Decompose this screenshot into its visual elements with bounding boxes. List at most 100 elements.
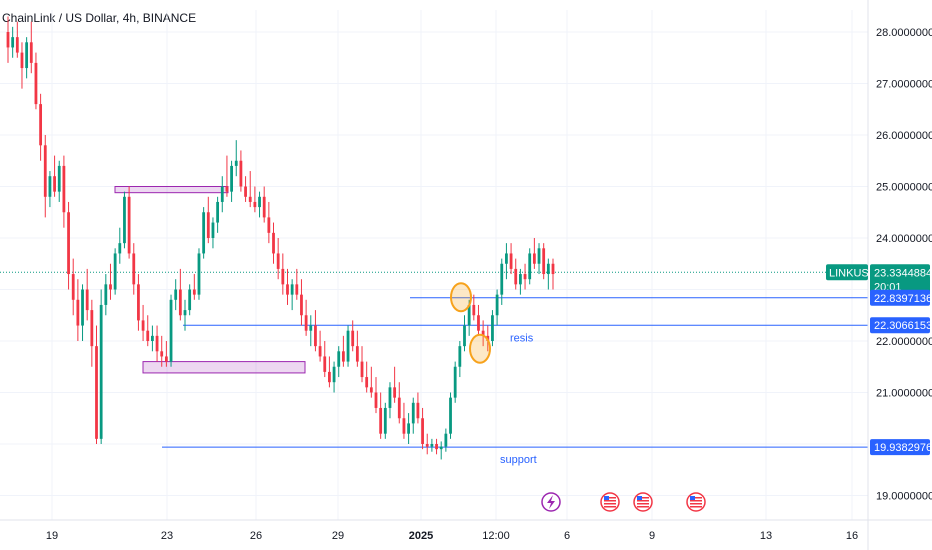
flag-stripe: [604, 506, 616, 508]
grid: [0, 10, 868, 520]
candle-body: [137, 284, 140, 321]
candle-body: [160, 351, 164, 357]
candle: [90, 299, 94, 367]
us-flag-icon: [600, 492, 620, 512]
candle: [34, 52, 38, 110]
candle-body: [463, 325, 466, 347]
candle: [365, 361, 369, 393]
annotation-resis: resis: [510, 333, 534, 345]
candle-body: [216, 201, 220, 223]
candle: [281, 253, 285, 295]
candle: [407, 413, 410, 444]
candle-body: [123, 196, 126, 244]
candle-body: [467, 304, 471, 326]
candle-body: [178, 289, 182, 316]
candle-body: [155, 335, 159, 352]
x-tick-label: 2025: [409, 530, 433, 542]
candle-body: [146, 330, 150, 341]
candle-body: [505, 253, 508, 264]
level-price-label: 22.3066153: [874, 320, 932, 332]
candle-body: [118, 243, 122, 254]
candle-body: [11, 37, 15, 48]
us-flag-icon: [633, 492, 653, 512]
candle: [151, 325, 154, 352]
candle-body: [206, 212, 210, 238]
candle: [453, 361, 457, 403]
candle: [202, 207, 206, 259]
candle: [402, 402, 406, 439]
candle-body: [29, 42, 33, 63]
candle-body: [444, 433, 448, 447]
candle: [258, 191, 261, 218]
x-tick-label: 29: [332, 530, 344, 542]
candle-body: [458, 346, 462, 367]
event-icons[interactable]: [541, 492, 706, 512]
candle: [505, 243, 508, 280]
candle: [290, 279, 294, 311]
candle: [57, 160, 61, 202]
candle-body: [477, 315, 480, 331]
candle-body: [430, 444, 434, 447]
candle: [155, 325, 159, 362]
x-axis[interactable]: 19 23 26 29 2025 12:00 6 9 13 16: [0, 519, 932, 542]
candle-body: [518, 274, 522, 285]
candle: [523, 263, 527, 290]
candle: [346, 325, 350, 367]
candle-body: [99, 304, 103, 439]
candle: [11, 26, 15, 58]
candle-body: [495, 294, 499, 316]
candle: [20, 42, 24, 89]
candle-body: [253, 201, 257, 208]
candle-body: [34, 62, 38, 105]
candle: [421, 407, 424, 450]
candle: [67, 201, 70, 290]
candle-body: [248, 196, 252, 202]
annotation-support: support: [500, 454, 537, 466]
candle-body: [374, 392, 378, 408]
flag-stripe: [690, 506, 702, 508]
candle: [267, 201, 271, 244]
candle-body: [267, 217, 271, 233]
candle-body: [71, 274, 75, 300]
candle: [509, 243, 513, 275]
candle-body: [351, 330, 355, 347]
candle-body: [309, 325, 313, 331]
candle: [81, 284, 84, 341]
flag-circle: [600, 492, 620, 512]
candle-body: [15, 37, 19, 53]
current-price-label: 23.3344884: [874, 267, 932, 279]
candle: [104, 274, 108, 316]
annotations: resis support: [500, 333, 537, 467]
candle-body: [67, 212, 70, 275]
candle: [29, 21, 33, 74]
candle-body: [393, 387, 397, 398]
lower-zone: [142, 361, 306, 374]
candle-body: [481, 330, 485, 336]
candle: [95, 325, 98, 444]
candle: [314, 310, 317, 352]
candle: [323, 341, 327, 378]
candle: [458, 341, 462, 378]
candle: [430, 438, 434, 452]
candle-body: [542, 248, 546, 275]
candle: [118, 227, 122, 264]
candle: [286, 268, 289, 305]
flag-stripe: [637, 500, 649, 502]
candle-body: [211, 222, 215, 238]
y-axis[interactable]: 28.0000000 27.0000000 26.0000000 25.0000000…: [826, 0, 932, 550]
upper-zone: [114, 186, 229, 194]
lightning-icon-glyph: [547, 495, 555, 509]
flag-circle: [633, 492, 653, 512]
candle: [295, 268, 299, 300]
flag-stripe: [604, 497, 616, 499]
candle-body: [546, 263, 550, 275]
x-tick-label: 13: [760, 530, 772, 542]
candle: [393, 366, 397, 403]
candle: [211, 217, 215, 249]
candle: [123, 191, 126, 249]
candle: [360, 346, 364, 383]
candle-body: [183, 310, 187, 316]
markers: [450, 282, 491, 364]
candle: [6, 16, 10, 63]
